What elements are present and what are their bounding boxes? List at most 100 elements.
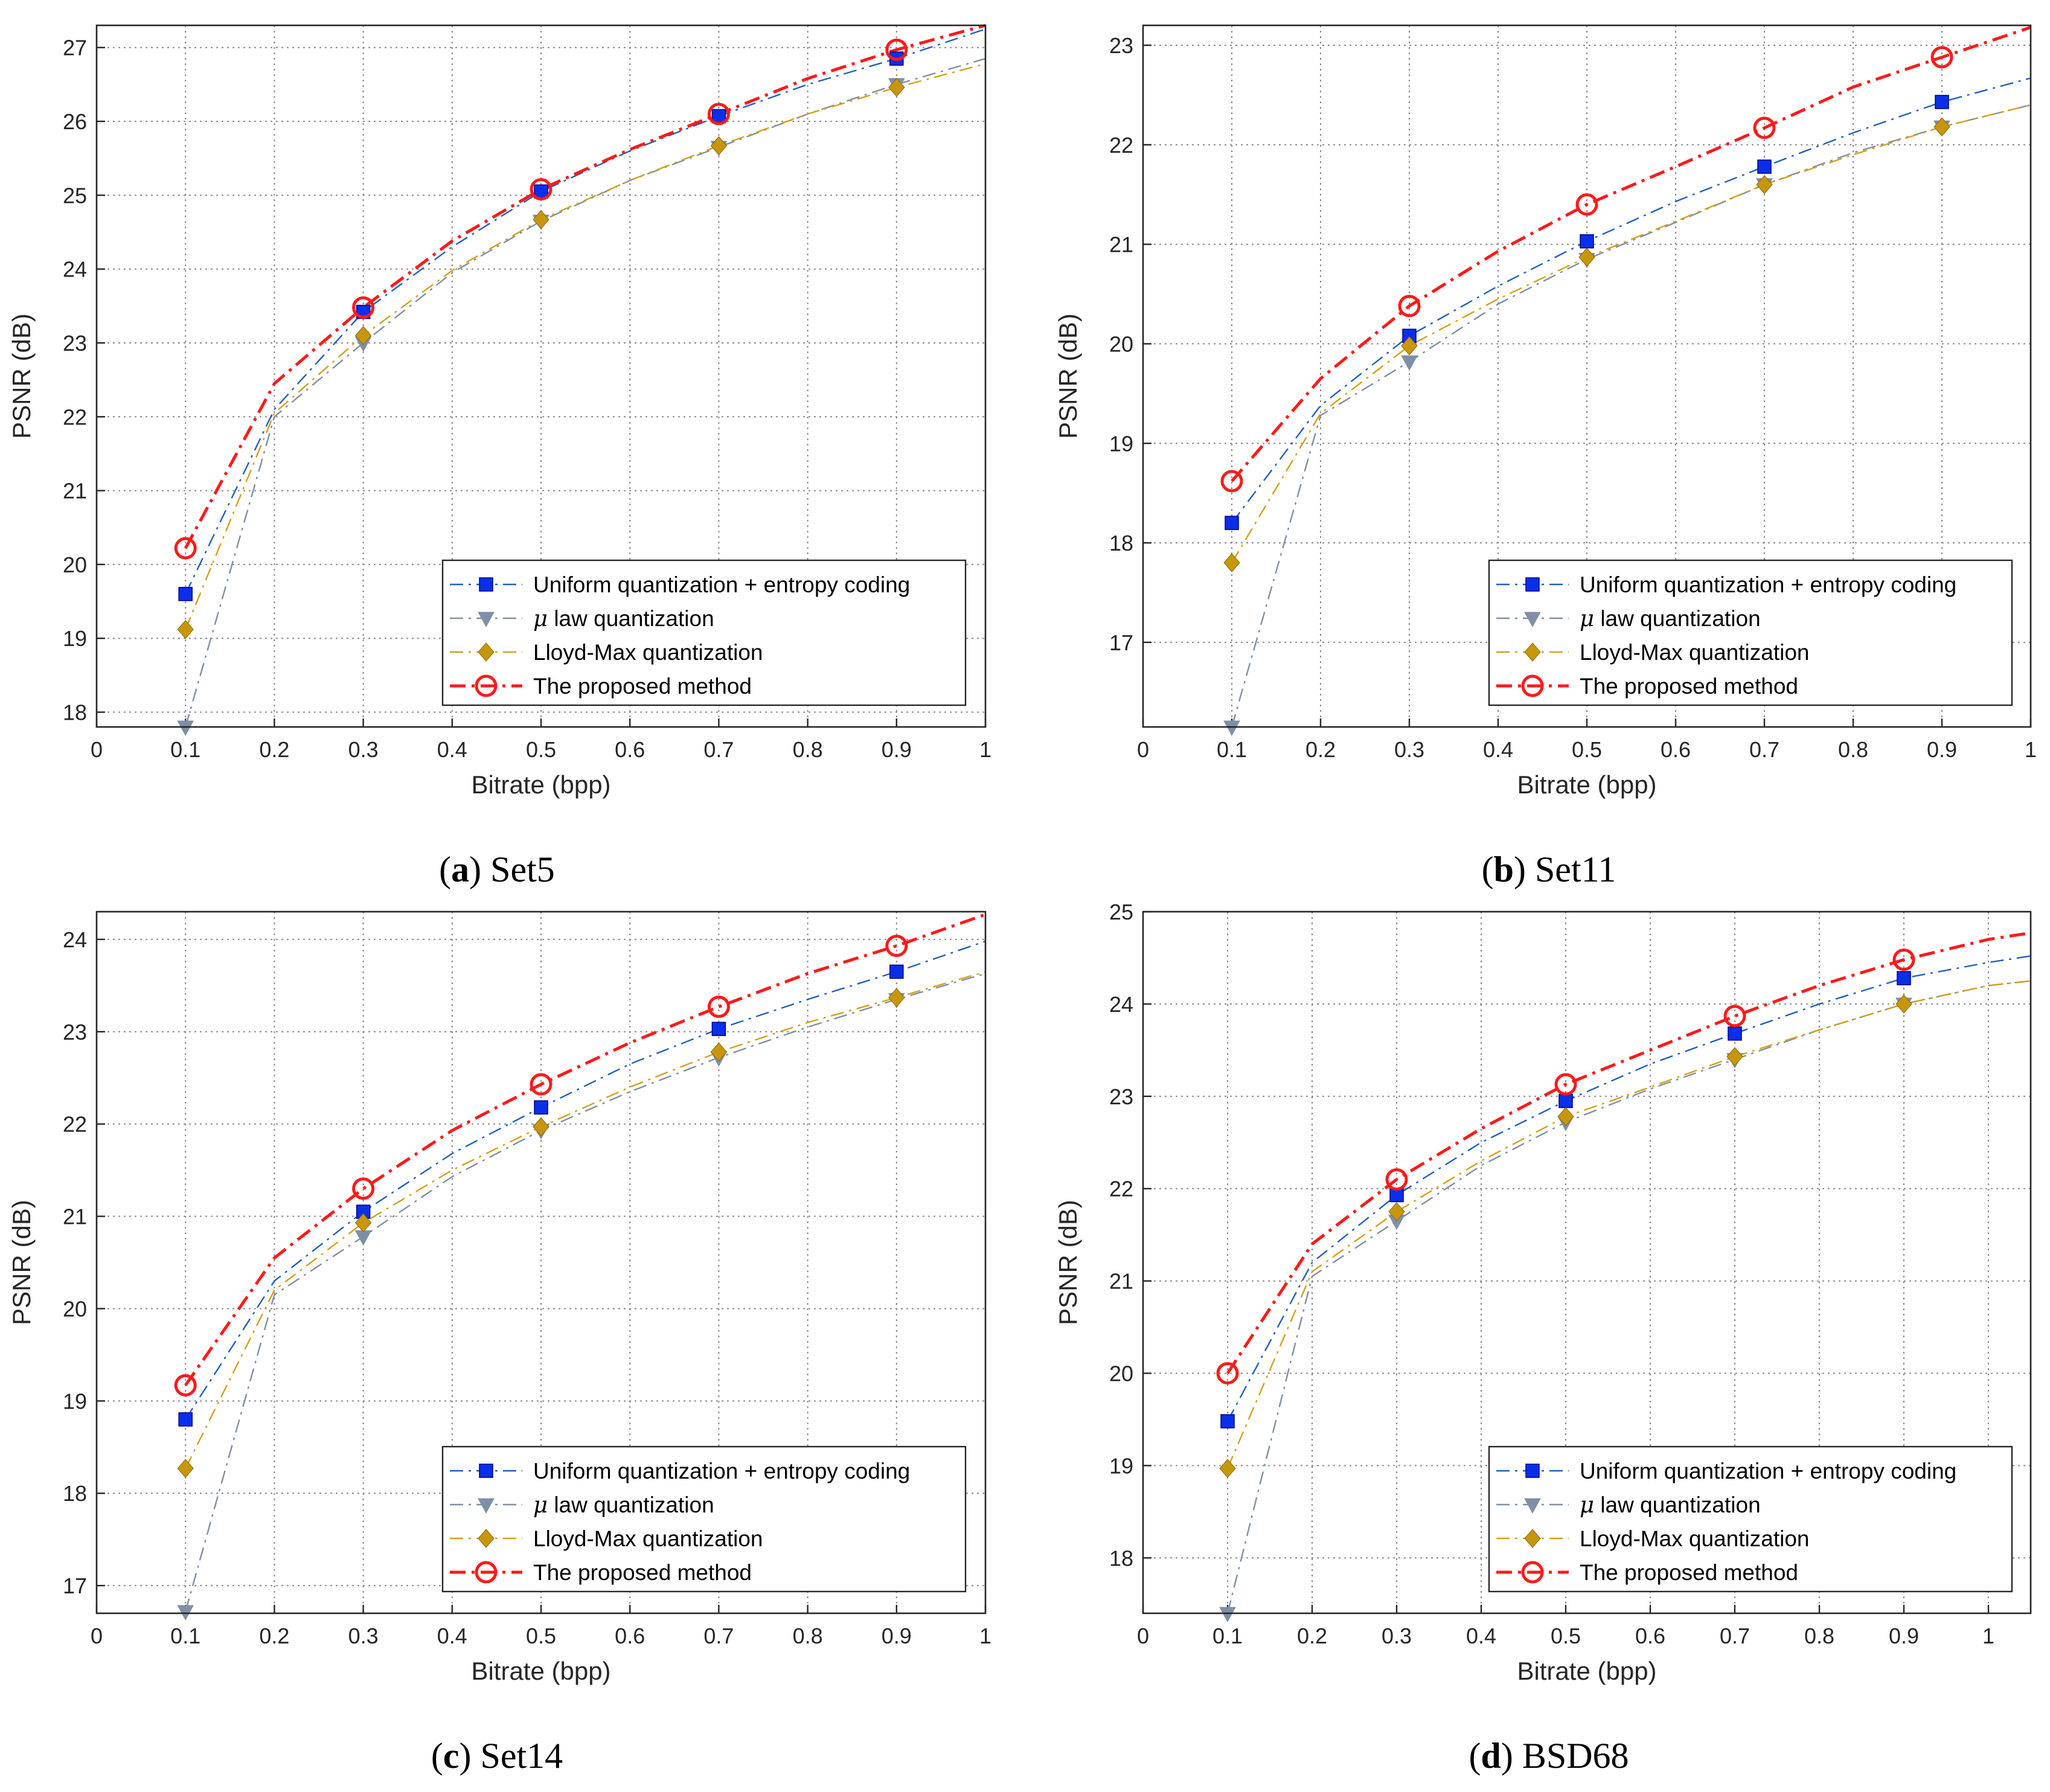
data-point-series-4	[1220, 470, 1243, 493]
x-tick-label: 0.7	[703, 737, 734, 762]
data-point-series-1	[711, 1022, 726, 1036]
caption-part: (	[1469, 1736, 1481, 1776]
data-point-series-3	[1756, 174, 1773, 194]
x-tick-label: 0.9	[1889, 1624, 1919, 1648]
data-point-series-4	[352, 1177, 375, 1200]
y-tick-label: 22	[1109, 1177, 1133, 1202]
x-axis-label: Bitrate (bpp)	[471, 1657, 610, 1685]
legend-marker	[1524, 612, 1541, 628]
y-tick-label: 21	[1109, 232, 1133, 257]
data-point-series-3	[1557, 1107, 1574, 1127]
data-point-series-3	[533, 1117, 549, 1137]
x-tick-label: 0.3	[1382, 1624, 1412, 1648]
y-tick-label: 18	[1109, 531, 1133, 555]
data-point-series-3	[1223, 553, 1240, 572]
data-point-series-4	[707, 995, 730, 1018]
y-tick-label: 21	[63, 1205, 87, 1229]
legend-label: Lloyd-Max quantization	[1580, 1526, 1810, 1551]
legend-item-4: The proposed method	[1496, 1560, 1798, 1585]
series-line-1	[1231, 77, 2031, 523]
legend-item-4: The proposed method	[1496, 674, 1798, 699]
chart-panel-a: 0 0.1 0.2 0.3 0.4 0.5 0.6 0.7 0.8 0.9 1 18 19 20 21 22 2…	[7, 24, 991, 889]
data-point-series-3	[710, 1042, 728, 1062]
data-point-series-4	[1575, 193, 1598, 216]
y-tick-label: 23	[1109, 33, 1133, 58]
legend: Uniform quantization + entropy coding μ l…	[1488, 559, 2013, 706]
x-tick-label: 0.3	[348, 737, 379, 762]
x-tick-label: 0.1	[1217, 737, 1247, 762]
legend-marker	[1524, 1529, 1541, 1548]
data-point-series-4	[1892, 949, 1915, 971]
x-tick-label: 0.4	[437, 1624, 467, 1648]
chart-panel-b: 0 0.1 0.2 0.3 0.4 0.5 0.6 0.7 0.8 0.9 1 17 18 19 20 21 2…	[1054, 24, 2037, 889]
y-axis-label: PSNR (dB)	[1054, 1200, 1082, 1325]
x-axis-label: Bitrate (bpp)	[1517, 1657, 1656, 1685]
x-tick-label: 0.1	[170, 737, 200, 762]
data-point-series-3	[888, 988, 905, 1007]
y-tick-label: 18	[63, 700, 87, 725]
data-point-series-3	[1401, 336, 1418, 356]
caption-part: (	[1482, 850, 1494, 889]
series-line-1	[1226, 955, 2031, 1422]
data-point-series-3	[354, 1213, 372, 1233]
series-line-2	[185, 973, 986, 1612]
data-point-series-4	[885, 38, 908, 61]
legend-marker	[475, 1561, 498, 1584]
y-tick-label: 20	[1109, 1361, 1133, 1386]
x-tick-label: 1	[979, 1624, 991, 1648]
x-tick-label: 0.8	[1804, 1624, 1834, 1648]
y-tick-label: 19	[63, 1389, 87, 1413]
y-axis-label: PSNR (dB)	[1054, 313, 1082, 439]
y-tick-label: 24	[1109, 992, 1133, 1017]
data-point-series-4	[1723, 1005, 1746, 1028]
data-point-series-1	[1580, 234, 1594, 249]
y-tick-label: 23	[1109, 1084, 1133, 1109]
data-point-series-4	[1554, 1073, 1577, 1096]
legend-label: Lloyd-Max quantization	[533, 1526, 763, 1551]
data-point-series-2	[1219, 1607, 1236, 1623]
x-tick-label: 0	[1137, 737, 1149, 762]
series-line-4	[184, 913, 986, 1386]
data-point-series-3	[1895, 994, 1912, 1014]
legend-marker	[478, 1529, 495, 1548]
legend-box	[1488, 559, 2013, 706]
data-point-series-3	[1219, 1459, 1236, 1478]
x-tick-label: 1	[1982, 1624, 1994, 1648]
legend-marker	[475, 674, 498, 697]
data-point-series-4	[530, 1073, 553, 1096]
x-tick-label: 0.6	[1635, 1624, 1665, 1648]
legend-label: The proposed method	[1580, 1560, 1798, 1585]
data-point-series-4	[1398, 295, 1421, 318]
legend-item-1: Uniform quantization + entropy coding	[1496, 1459, 1956, 1483]
y-tick-label: 20	[63, 552, 87, 577]
caption-part: Set11	[1526, 850, 1616, 889]
x-tick-label: 1	[2025, 737, 2037, 762]
legend-marker	[1525, 577, 1540, 592]
legend-label: Lloyd-Max quantization	[1580, 640, 1810, 665]
data-point-series-3	[1726, 1047, 1743, 1066]
x-axis-label: Bitrate (bpp)	[471, 770, 610, 799]
legend-label: μ law quantization	[533, 606, 714, 632]
x-tick-label: 0.2	[1305, 737, 1336, 762]
legend: Uniform quantization + entropy coding μ l…	[441, 1445, 967, 1593]
y-tick-label: 23	[63, 331, 87, 356]
data-point-series-3	[1388, 1202, 1405, 1221]
x-tick-label: 0.3	[1394, 737, 1424, 762]
caption-letter: d	[1481, 1736, 1501, 1776]
y-tick-label: 19	[63, 626, 87, 651]
legend-mu-symbol: μ	[533, 1492, 548, 1518]
data-point-series-2	[1401, 355, 1418, 371]
series-line-3	[185, 63, 986, 630]
x-tick-label: 0.9	[1927, 737, 1957, 762]
data-point-series-1	[178, 1412, 193, 1427]
y-axis-label: PSNR (dB)	[7, 1200, 36, 1325]
y-tick-label: 20	[1109, 331, 1133, 356]
panel-caption: (a) Set5	[439, 850, 555, 889]
data-point-series-4	[1753, 117, 1776, 139]
legend-marker	[1521, 1561, 1544, 1584]
y-tick-label: 22	[63, 405, 87, 429]
data-point-series-1	[1558, 1093, 1573, 1109]
data-point-series-1	[889, 964, 904, 979]
x-tick-label: 0.5	[1551, 1624, 1581, 1648]
caption-part: )	[1501, 1736, 1513, 1776]
